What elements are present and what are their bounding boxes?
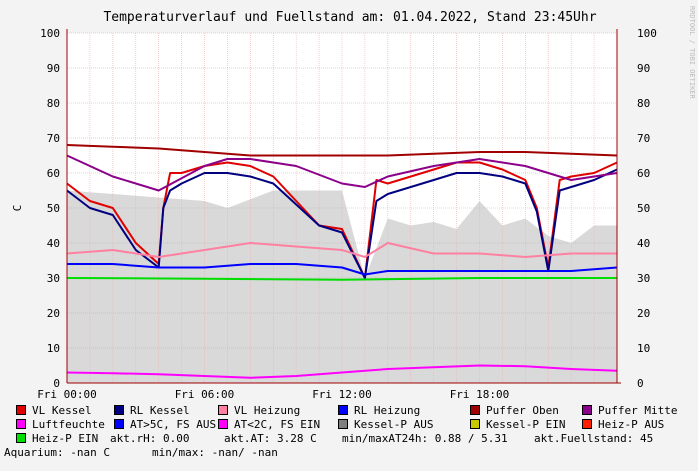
y-tick-label: 60 [47,167,60,180]
legend-swatch [218,419,228,429]
y-tick-label: 80 [47,97,60,110]
y-tick-label: 100 [40,27,60,40]
legend-label: VL Kessel [32,404,92,417]
legend-swatch [16,419,26,429]
legend-item: Kessel-P EIN [470,418,565,432]
legend-label: RL Kessel [130,404,190,417]
series-heiz-p-ein [66,277,617,281]
legend-swatch [582,405,592,415]
legend-swatch [470,405,480,415]
y-tick-label: 70 [47,132,60,145]
y-tick-label-right: 40 [637,237,650,250]
y-tick-label: 30 [47,272,60,285]
legend-label: Kessel-P AUS [354,418,434,431]
legend-item: VL Heizung [218,404,300,418]
info-aquarium: Aquarium: -nan C [4,446,110,459]
legend-item: Puffer Oben [470,404,559,418]
info-aquarium-minmax: min/max: -nan/ -nan [152,446,278,459]
legend-item: AT<2C, FS EIN [218,418,320,432]
y-tick-label-right: 100 [637,27,657,40]
legend-item: RL Heizung [338,404,420,418]
legend-item: Heiz-P AUS [582,418,664,432]
legend-swatch [470,419,480,429]
legend-swatch [16,405,26,415]
y-tick-label-right: 20 [637,307,650,320]
legend-label: AT<2C, FS EIN [234,418,321,431]
legend-swatch [218,405,228,415]
series-puffer-oben [66,144,618,157]
legend-swatch [338,405,348,415]
legend-item: Kessel-P AUS [338,418,433,432]
x-tick-label: Fri 06:00 [175,388,235,400]
legend-label: RL Heizung [354,404,421,417]
y-tick-label: 0 [53,377,60,390]
info-minmax-at: min/maxAT24h: 0.88 / 5.31 [342,432,508,445]
y-tick-label-right: 50 [637,202,650,215]
legend-item: AT>5C, FS AUS [114,418,216,432]
y-tick-label-right: 90 [637,62,650,75]
series-rl-heizung [67,263,618,276]
y-tick-label: 40 [47,237,60,250]
y-tick-label-right: 10 [637,342,650,355]
y-tick-label-right: 30 [637,272,650,285]
x-tick-label: Fri 00:00 [37,388,97,400]
legend-label: Heiz-P EIN [32,432,99,445]
x-tick-label: Fri 18:00 [450,388,510,400]
legend-label: Luftfeuchte [32,418,105,431]
y-tick-label: 50 [47,202,60,215]
y-tick-label-right: 0 [637,377,644,390]
chart-title: Temperaturverlauf und Fuellstand am: 01.… [103,10,596,25]
legend-swatch [16,433,26,443]
x-tick-label: Fri 12:00 [312,388,372,400]
y-tick-label-right: 60 [637,167,650,180]
legend-label: AT>5C, FS AUS [130,418,217,431]
legend-item: VL Kessel [16,404,92,418]
legend-item: Puffer Mitte [582,404,677,418]
info-rh: akt.rH: 0.00 [110,432,190,445]
legend: VL Kessel RL Kessel VL Heizung RL Heizung Pu… [4,404,696,460]
y-tick-label: 10 [47,342,60,355]
legend-swatch [338,419,348,429]
legend-item: RL Kessel [114,404,190,418]
info-at: akt.AT: 3.28 C [224,432,317,445]
series-puffer-mitte [66,154,618,192]
legend-item: Heiz-P EIN [16,432,98,446]
y-tick-label: 90 [47,62,60,75]
legend-label: Kessel-P EIN [486,418,566,431]
y-tick-label: 20 [47,307,60,320]
chart-area: Temperaturverlauf und Fuellstand am: 01.… [11,10,657,400]
legend-label: Puffer Oben [486,404,559,417]
series-vl-heizung [66,242,617,258]
info-fuellstand: akt.Fuellstand: 45 [534,432,654,445]
y-tick-label-right: 80 [637,97,650,110]
series-rl-kessel [66,168,618,279]
y-axis-label: C [11,205,24,212]
legend-swatch [114,419,124,429]
legend-label: Puffer Mitte [598,404,678,417]
fuellstand-area [67,190,617,383]
legend-item: Luftfeuchte [16,418,105,432]
y-tick-label-right: 70 [637,132,650,145]
rrdtool-credit: RRDTOOL / TOBI OETIKER [688,6,696,99]
series-luftfeuchte [66,364,618,379]
legend-swatch [114,405,124,415]
legend-label: Heiz-P AUS [598,418,665,431]
legend-swatch [582,419,592,429]
legend-label: VL Heizung [234,404,301,417]
